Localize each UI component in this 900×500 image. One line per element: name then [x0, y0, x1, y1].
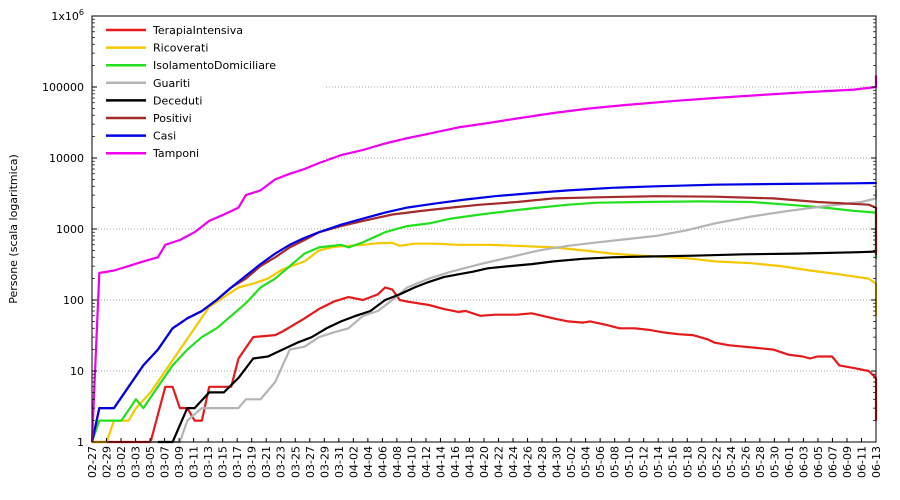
y-axis-label: Persone (scala logaritmica)	[7, 154, 20, 304]
x-tick-label: 05-24	[725, 446, 738, 478]
x-tick-label: 04-08	[391, 446, 404, 478]
legend-label: TerapiaIntensiva	[152, 24, 243, 37]
x-tick-label: 04-24	[507, 446, 520, 478]
series-line-Casi	[90, 181, 878, 443]
x-tick-label: 05-26	[739, 446, 752, 478]
x-tick-label: 03-13	[202, 446, 215, 478]
legend-label: IsolamentoDomiciliare	[153, 59, 276, 72]
x-tick-label: 02-27	[86, 446, 99, 478]
x-tick-label: 05-20	[696, 446, 709, 478]
x-tick-label: 04-04	[362, 446, 375, 478]
x-tick-label: 03-31	[333, 446, 346, 478]
y-axis-ticks: 1 10 100 1000 10000 100000 1x106	[42, 8, 876, 449]
x-tick-label: 05-18	[681, 446, 694, 478]
y-tick-label: 1	[77, 436, 84, 449]
series-line-Ricoverati	[92, 241, 878, 444]
x-tick-label: 05-16	[667, 446, 680, 478]
x-tick-label: 03-05	[144, 446, 157, 478]
x-tick-label: 03-02	[115, 446, 128, 478]
y-tick-label: 1x106	[51, 8, 84, 23]
x-tick-label: 03-15	[217, 446, 230, 478]
x-tick-label: 03-29	[318, 446, 331, 478]
legend-label: Casi	[153, 130, 176, 143]
x-tick-label: 03-07	[159, 446, 172, 478]
legend-label: Positivi	[153, 112, 192, 125]
x-tick-label: 06-07	[826, 446, 839, 478]
legend-label: Guariti	[153, 77, 190, 90]
legend: TerapiaIntensiva Ricoverati IsolamentoDomi…	[98, 19, 326, 160]
x-tick-label: 05-06	[594, 446, 607, 478]
x-tick-label: 06-03	[797, 446, 810, 478]
x-tick-label: 05-30	[768, 446, 781, 478]
x-tick-label: 03-25	[289, 446, 302, 478]
x-tick-label: 02-29	[101, 446, 114, 478]
series-line-Deceduti	[157, 247, 878, 444]
x-tick-label: 06-09	[841, 446, 854, 478]
legend-label: Deceduti	[153, 94, 202, 107]
legend-label: Tamponi	[152, 147, 199, 160]
x-tick-label: 05-28	[754, 446, 767, 478]
series-line-Tamponi	[90, 75, 878, 443]
x-tick-label: 03-03	[130, 446, 143, 478]
x-tick-label: 03-19	[246, 446, 259, 478]
x-tick-label: 04-30	[551, 446, 564, 478]
x-tick-label: 04-26	[522, 446, 535, 478]
legend-label: Ricoverati	[153, 42, 208, 55]
x-tick-label: 04-10	[405, 446, 418, 478]
x-tick-label: 03-23	[275, 446, 288, 478]
x-tick-label: 04-06	[376, 446, 389, 478]
x-tick-label: 04-02	[347, 446, 360, 478]
x-tick-label: 05-22	[710, 446, 723, 478]
x-tick-label: 04-22	[493, 446, 506, 478]
x-axis-ticks: 02-27 02-29 03-02 03-03 03-05 03-07 03-09 03-11…	[86, 438, 883, 478]
x-tick-label: 05-12	[638, 446, 651, 478]
x-tick-label: 05-10	[623, 446, 636, 478]
x-tick-label: 05-14	[652, 446, 665, 478]
x-tick-label: 04-14	[434, 446, 447, 478]
x-tick-label: 04-16	[449, 446, 462, 478]
y-tick-label: 100	[63, 294, 84, 307]
x-tick-label: 06-13	[870, 446, 883, 478]
x-tick-label: 03-17	[231, 446, 244, 478]
y-tick-label: 1000	[56, 223, 84, 236]
x-tick-label: 04-12	[420, 446, 433, 478]
x-tick-label: 03-21	[260, 446, 273, 478]
legend-box	[98, 19, 326, 160]
x-tick-label: 06-01	[783, 446, 796, 478]
y-tick-label: 100000	[42, 81, 84, 94]
series-line-TerapiaIntensiva	[92, 286, 878, 444]
x-tick-label: 06-05	[812, 446, 825, 478]
series-line-Guariti	[150, 188, 878, 444]
x-tick-label: 03-09	[173, 446, 186, 478]
x-tick-label: 05-08	[609, 446, 622, 478]
y-tick-label: 10	[70, 365, 84, 378]
x-tick-label: 04-18	[463, 446, 476, 478]
x-tick-label: 03-27	[304, 446, 317, 478]
x-tick-label: 04-28	[536, 446, 549, 478]
x-tick-label: 06-11	[855, 446, 868, 478]
y-tick-label: 10000	[49, 152, 84, 165]
x-tick-label: 05-02	[565, 446, 578, 478]
x-tick-label: 04-20	[478, 446, 491, 478]
x-tick-label: 03-11	[188, 446, 201, 478]
x-tick-label: 05-04	[580, 446, 593, 478]
